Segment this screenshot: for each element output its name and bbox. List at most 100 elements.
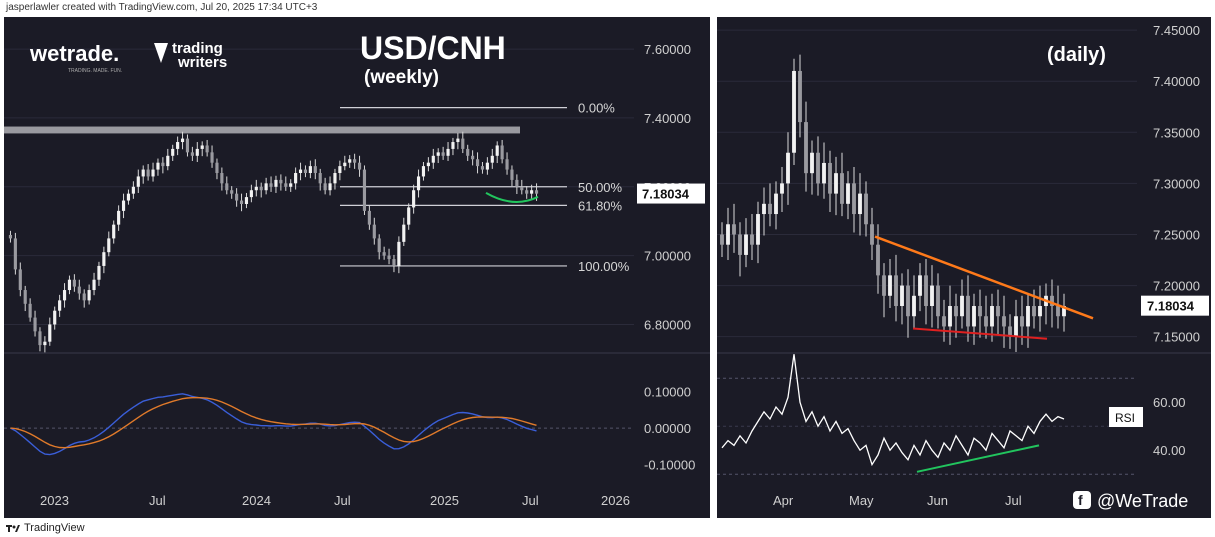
- daily-candle: [1008, 326, 1012, 337]
- weekly-candle: [510, 169, 514, 180]
- weekly-candle: [235, 193, 239, 201]
- daily-candle: [948, 306, 952, 327]
- daily-candle: [828, 162, 832, 194]
- weekly-candle: [500, 145, 504, 160]
- daily-candle: [834, 173, 838, 194]
- weekly-candle: [372, 224, 376, 239]
- daily-candle: [726, 224, 730, 245]
- weekly-candle: [294, 173, 298, 184]
- daily-candle: [852, 183, 856, 215]
- daily-candle: [930, 285, 934, 307]
- fib-level-label: 61.80%: [578, 198, 623, 213]
- daily-candle: [780, 183, 784, 194]
- weekly-candle: [48, 324, 52, 342]
- daily-candle: [816, 152, 820, 184]
- support-arc: [485, 191, 539, 203]
- weekly-candle: [136, 176, 140, 187]
- chart-subtitle: (weekly): [364, 67, 439, 88]
- facebook-icon: [1073, 491, 1091, 509]
- weekly-candle: [220, 173, 224, 184]
- weekly-candle: [239, 200, 244, 204]
- weekly-candle: [298, 169, 303, 174]
- y-tick-label: 7.40000: [644, 111, 691, 126]
- tradingview-icon: [6, 523, 20, 533]
- weekly-candle: [269, 183, 273, 187]
- weekly-candle: [367, 210, 371, 225]
- weekly-candle: [412, 190, 416, 208]
- weekly-candle: [421, 166, 426, 177]
- weekly-candle: [303, 169, 308, 174]
- weekly-candle: [485, 162, 489, 170]
- weekly-candle: [338, 166, 342, 174]
- weekly-candle: [289, 183, 293, 187]
- weekly-candle: [13, 238, 17, 270]
- daily-candle: [864, 193, 868, 225]
- daily-chart-panel: 7.45000 7.40000 7.35000 7.30000 7.25000 7.200…: [717, 17, 1211, 518]
- daily-candle: [942, 316, 946, 327]
- daily-candle: [876, 244, 880, 276]
- weekly-candle: [461, 138, 465, 149]
- weekly-candle: [38, 331, 42, 346]
- weekly-candle: [313, 166, 317, 174]
- weekly-candle: [200, 145, 204, 149]
- macd-y-tick-label: -0.10000: [644, 457, 695, 472]
- rsi-badge: [1109, 407, 1143, 427]
- weekly-candle: [215, 162, 219, 174]
- weekly-candle: [495, 145, 499, 156]
- daily-candle: [744, 234, 748, 255]
- x-tick-label: Jul: [149, 493, 166, 508]
- daily-candle: [810, 152, 814, 174]
- weekly-candle: [161, 162, 165, 167]
- weekly-candle: [58, 300, 62, 311]
- fib-level-label: 100.00%: [578, 259, 630, 274]
- daily-candle: [978, 306, 982, 317]
- daily-candle: [924, 275, 928, 307]
- facebook-icon-glyph: f: [1078, 492, 1083, 508]
- daily-candle: [768, 203, 772, 215]
- weekly-candle: [249, 190, 253, 198]
- signal-line: [10, 396, 537, 449]
- fib-level-label: 0.00%: [578, 101, 615, 116]
- support-line: [912, 327, 1048, 340]
- tradingview-brand: TradingView: [24, 522, 85, 534]
- weekly-candle: [53, 310, 57, 325]
- last-price-label: 7.18034: [642, 187, 690, 202]
- tradingview-logo[interactable]: TradingView: [6, 522, 85, 534]
- y-tick-label: 7.00000: [644, 249, 691, 264]
- weekly-candle: [318, 173, 322, 184]
- weekly-candle: [259, 186, 263, 191]
- daily-candle: [1020, 316, 1024, 327]
- daily-candle: [858, 193, 862, 215]
- daily-candle: [756, 214, 760, 245]
- daily-candle: [888, 275, 892, 296]
- weekly-chart: 7.600007.400007.200007.000006.800000.00%…: [4, 30, 710, 508]
- weekly-candle: [387, 255, 391, 260]
- daily-candle: [1026, 306, 1030, 327]
- weekly-candle: [480, 166, 485, 170]
- weekly-candle: [121, 200, 126, 211]
- daily-candle: [996, 306, 1000, 317]
- daily-candle: [882, 275, 886, 296]
- weekly-candle: [416, 176, 421, 191]
- weekly-candle: [146, 169, 150, 177]
- weekly-candle: [107, 238, 111, 253]
- weekly-candle: [87, 290, 91, 301]
- y-tick-label: 7.35000: [1153, 125, 1200, 140]
- x-tick-label: 2024: [242, 493, 271, 508]
- weekly-candle: [190, 152, 194, 156]
- weekly-candle: [23, 290, 27, 304]
- weekly-candle: [436, 152, 440, 156]
- weekly-candle: [102, 252, 106, 266]
- daily-candle: [840, 173, 844, 204]
- daily-candle: [954, 306, 958, 317]
- weekly-candle: [308, 166, 312, 174]
- daily-candle: [732, 224, 736, 235]
- weekly-candle: [77, 286, 81, 294]
- daily-candle: [774, 193, 778, 215]
- weekly-candle: [353, 159, 357, 163]
- y-tick-label: 7.60000: [644, 42, 691, 57]
- daily-candle: [918, 275, 922, 296]
- weekly-candle: [254, 186, 258, 191]
- daily-candle: [1050, 295, 1054, 307]
- daily-candle: [912, 295, 916, 317]
